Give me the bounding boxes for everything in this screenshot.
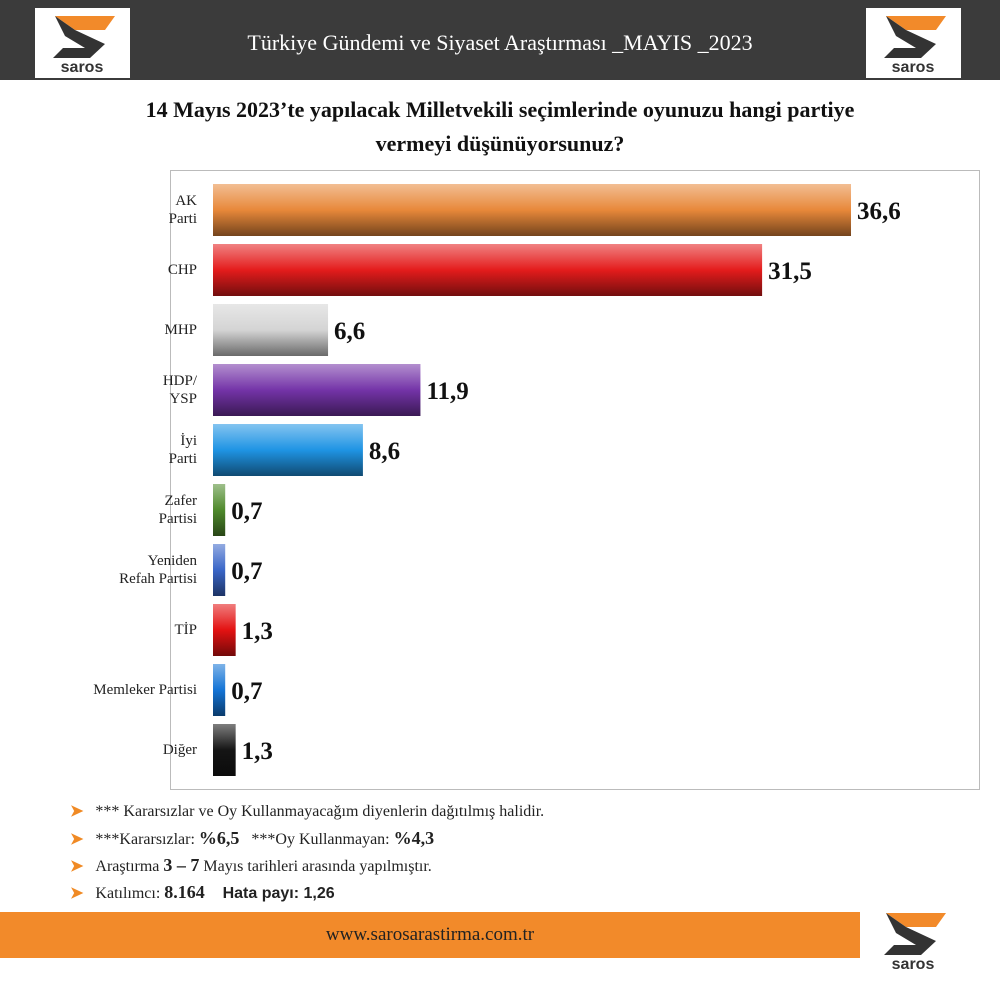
note-text: *** Kararsızlar ve Oy Kullanmayacağım di… (95, 803, 545, 820)
note-text: %4,3 (393, 828, 435, 848)
bar (213, 244, 763, 296)
note-text: 8.164 (164, 882, 205, 902)
category-label: Memleker Partisi (93, 682, 197, 698)
note-arrow: ➤ (70, 831, 84, 848)
value-label: 1,3 (242, 738, 273, 765)
footer-url: www.sarosarastirma.com.tr (325, 924, 535, 945)
note-arrow: ➤ (70, 858, 84, 875)
category-label: İyi Parti (168, 433, 197, 467)
category-label: Yeniden Refah Partisi (119, 553, 197, 587)
value-label: 36,6 (857, 198, 901, 225)
category-label: CHP (167, 262, 197, 278)
category-label: Diğer (162, 742, 197, 758)
footer-band (0, 912, 860, 958)
category-label: Zafer Partisi (158, 493, 197, 527)
note-text: Hata payı: 1,26 (204, 885, 335, 902)
value-label: 31,5 (768, 258, 812, 285)
note-text: 3 – 7 (163, 855, 200, 875)
category-label: AK Parti (168, 193, 197, 227)
value-label: 1,3 (242, 618, 273, 645)
value-label: 0,7 (231, 678, 262, 705)
chart: 36,6 31,5 6,6 11,9 8,6 0,7 0,7 1,3 0,7 1,3 (213, 184, 901, 776)
bar (213, 724, 236, 776)
bar (213, 304, 329, 356)
logo: saros (866, 8, 961, 78)
note-text: Mayıs tarihleri arasında yapılmıştır. (199, 858, 432, 875)
logo-text: saros (892, 59, 935, 76)
note-text: ***Oy Kullanmayan: (239, 831, 394, 848)
note-text: Araştırma (95, 858, 164, 875)
bar (213, 604, 236, 656)
note: ➤ Katılımcı: 8.164 Hata payı: 1,26 (70, 882, 335, 903)
note: ➤ ***Kararsızlar: %6,5 ***Oy Kullanmayan:… (70, 828, 434, 849)
bar (213, 364, 421, 416)
bar (213, 424, 363, 476)
bar (213, 484, 226, 536)
value-label: 0,7 (231, 558, 262, 585)
category-label: TİP (174, 622, 198, 638)
value-label: 11,9 (426, 378, 468, 405)
header-bar (0, 0, 1000, 80)
value-label: 0,7 (231, 498, 262, 525)
note-text: Katılımcı: (95, 885, 165, 902)
note: ➤ Araştırma 3 – 7 Mayıs tarihleri arasınd… (70, 855, 432, 876)
logo-text: saros (892, 956, 935, 973)
bar (213, 664, 226, 716)
note: ➤ *** Kararsızlar ve Oy Kullanmayacağım d… (70, 801, 544, 821)
note-text: ***Kararsızlar: (95, 831, 199, 848)
category-label: MHP (164, 322, 197, 338)
chart-frame (170, 170, 980, 790)
chart-title: 14 Mayıs 2023’te yapılacak Milletvekili … (145, 97, 855, 156)
note-arrow: ➤ (70, 803, 84, 820)
value-label: 6,6 (334, 318, 365, 345)
logo-text: saros (61, 59, 104, 76)
header-title: Türkiye Gündemi ve Siyaset Araştırması _… (247, 30, 753, 55)
bar (213, 544, 226, 596)
category-label: HDP/ YSP (162, 373, 197, 407)
note-text: %6,5 (198, 828, 240, 848)
logo: saros (866, 905, 961, 975)
note-arrow: ➤ (70, 885, 84, 902)
value-label: 8,6 (369, 438, 400, 465)
bar (213, 184, 852, 236)
logo: saros (35, 8, 130, 78)
